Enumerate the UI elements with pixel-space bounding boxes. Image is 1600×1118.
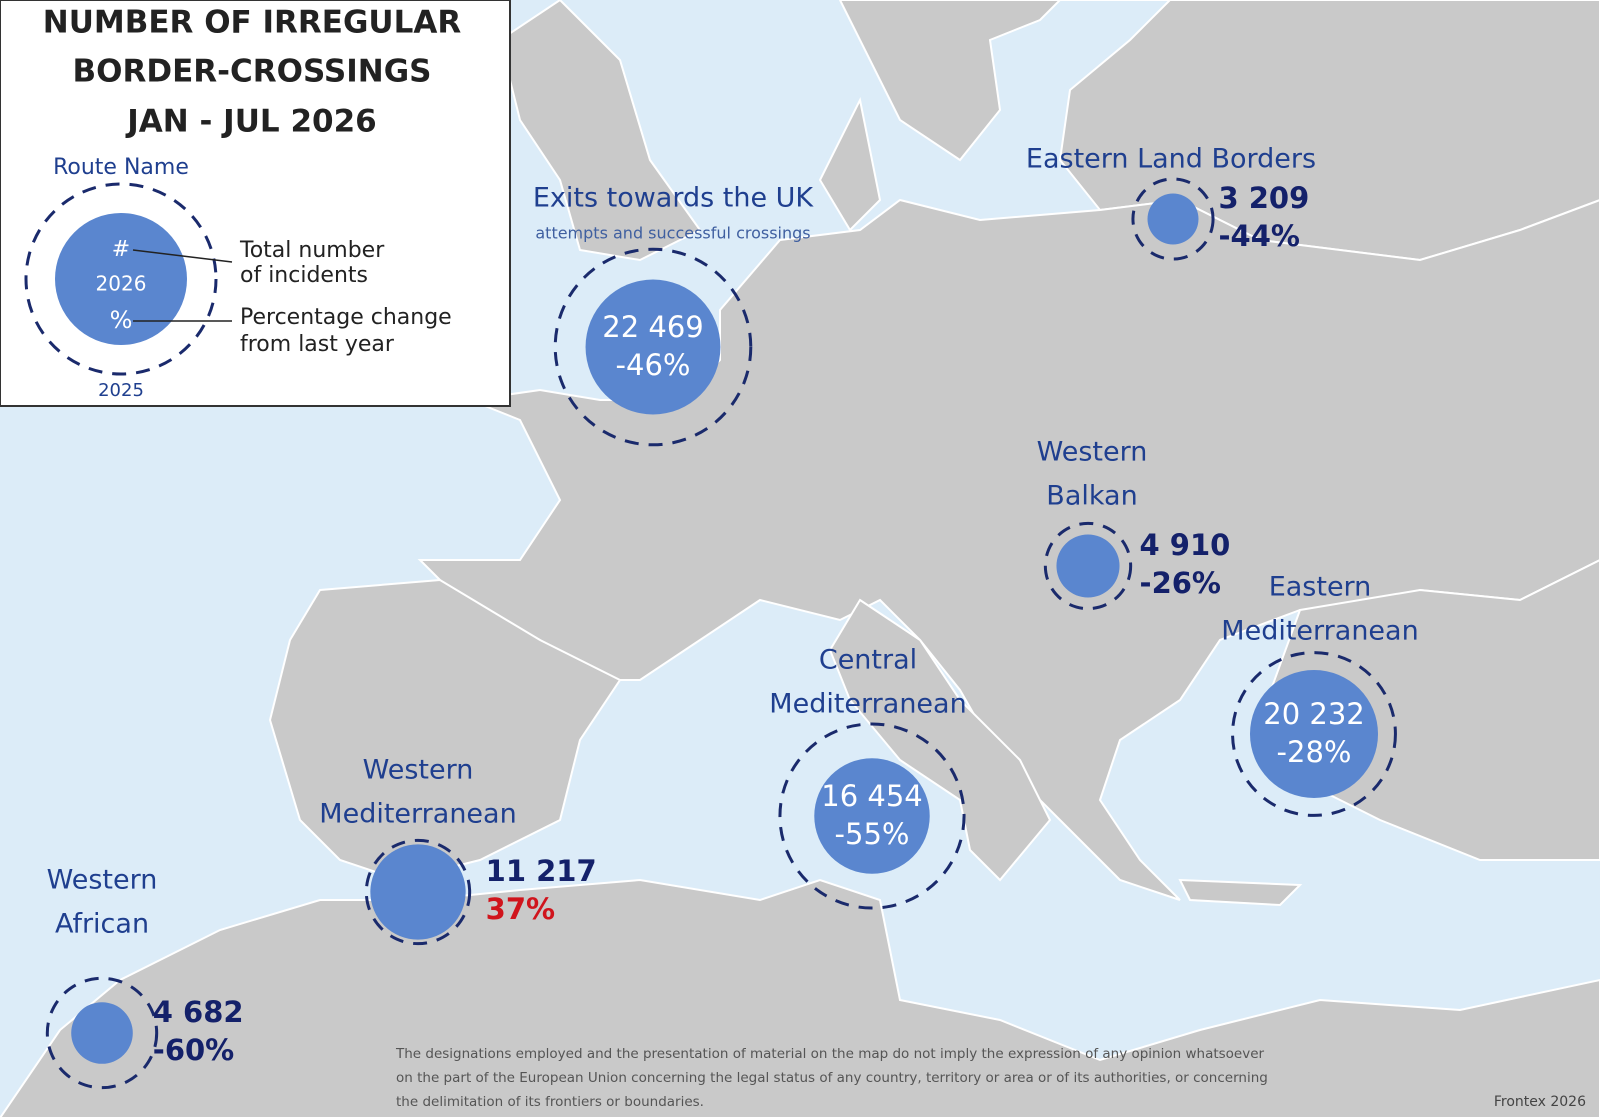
- route-name: Mediterranean: [769, 689, 966, 720]
- route-name: Central: [819, 645, 917, 676]
- legend-change-symbol: %: [110, 306, 133, 334]
- legend-leader: [132, 249, 233, 263]
- legend-year: 2026: [96, 272, 147, 296]
- credit: Frontex 2026: [1494, 1094, 1586, 1110]
- route-circle: [814, 758, 930, 874]
- previous-year-circle: [1043, 521, 1133, 611]
- count-label: 3 209: [1218, 181, 1309, 215]
- legend-title: NUMBER OF IRREGULAR: [43, 5, 462, 41]
- route-circle: [585, 279, 721, 415]
- previous-year-circle: [778, 722, 966, 910]
- route-name: Western: [47, 865, 158, 896]
- previous-year-circle: [553, 247, 753, 447]
- count-label: 11 217: [486, 854, 597, 888]
- legend-box: [0, 0, 511, 407]
- route-name: Mediterranean: [1221, 616, 1418, 647]
- change-label: -28%: [1277, 735, 1352, 769]
- route-name: Exits towards the UK: [533, 183, 815, 214]
- legend-count-text: of incidents: [240, 263, 368, 288]
- previous-year-circle: [1131, 177, 1215, 261]
- route-subtitle: attempts and successful crossings: [535, 224, 810, 243]
- count-label: 4 682: [153, 995, 244, 1029]
- disclaimer: The designations employed and the presen…: [395, 1046, 1265, 1062]
- route-name: Western: [363, 755, 474, 786]
- change-label: -60%: [153, 1033, 234, 1067]
- legend-change-text: from last year: [240, 332, 395, 357]
- change-label: 37%: [486, 892, 555, 926]
- route-name: Western: [1037, 437, 1148, 468]
- legend-count-text: Total number: [239, 238, 385, 263]
- count-label: 4 910: [1140, 528, 1231, 562]
- route-name: Mediterranean: [319, 799, 516, 830]
- route-name: African: [55, 909, 149, 940]
- count-label: 20 232: [1263, 697, 1364, 731]
- route-name: Balkan: [1046, 481, 1137, 512]
- legend-count-symbol: #: [112, 237, 130, 262]
- legend-title: JAN - JUL 2026: [125, 104, 376, 140]
- change-label: -26%: [1140, 566, 1221, 600]
- change-label: -44%: [1218, 219, 1299, 253]
- route-circle: [1147, 193, 1199, 245]
- route-name: Eastern: [1269, 572, 1372, 603]
- legend-current-circle: [55, 213, 187, 345]
- disclaimer: the delimitation of its frontiers or bou…: [396, 1094, 704, 1110]
- legend-year-previous: 2025: [98, 380, 144, 401]
- previous-year-circle: [45, 976, 159, 1090]
- legend-title: BORDER-CROSSINGS: [73, 54, 432, 90]
- route-circle: [71, 1002, 133, 1064]
- legend-route-name: Route Name: [53, 155, 189, 180]
- previous-year-circle: [1231, 651, 1397, 817]
- route-circle: [1056, 534, 1120, 598]
- disclaimer: on the part of the European Union concer…: [396, 1070, 1268, 1086]
- legend: NUMBER OF IRREGULAR BORDER-CROSSINGS JAN…: [0, 0, 511, 407]
- count-label: 22 469: [602, 310, 703, 344]
- route-circle: [1249, 669, 1379, 799]
- count-label: 16 454: [821, 779, 922, 813]
- previous-year-circle: [364, 838, 472, 946]
- route-name: Eastern Land Borders: [1026, 144, 1316, 175]
- route-circle: [370, 844, 466, 940]
- change-label: -55%: [835, 817, 910, 851]
- change-label: -46%: [616, 348, 691, 382]
- legend-previous-circle: [24, 182, 218, 376]
- legend-change-text: Percentage change: [240, 305, 452, 330]
